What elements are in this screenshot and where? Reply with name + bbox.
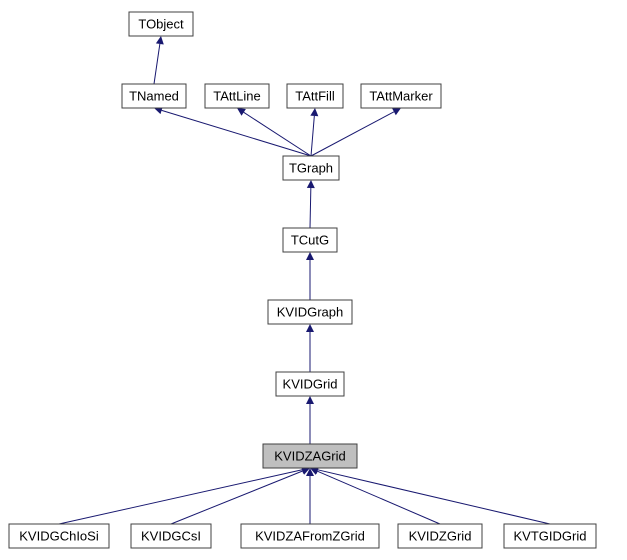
node-KVTGIDGrid[interactable]: KVTGIDGrid xyxy=(504,524,596,548)
node-label: TNamed xyxy=(129,88,179,103)
edge-line xyxy=(311,116,314,156)
node-KVIDGCsI[interactable]: KVIDGCsI xyxy=(131,524,211,548)
inheritance-diagram: TObject TNamed TAttLine TAttFill TAttMarker T… xyxy=(0,0,627,560)
node-label: KVIDZGrid xyxy=(409,528,472,543)
node-KVIDZGrid[interactable]: KVIDZGrid xyxy=(398,524,482,548)
edge-arrowhead xyxy=(306,396,314,404)
node-KVIDGrid[interactable]: KVIDGrid xyxy=(276,372,344,396)
edge-arrowhead xyxy=(307,180,315,188)
node-label: KVIDGChIoSi xyxy=(19,528,99,543)
node-label: TAttLine xyxy=(213,88,260,103)
edge-arrowhead xyxy=(237,108,246,116)
node-label: TAttFill xyxy=(295,88,335,103)
edge-line xyxy=(171,471,303,524)
node-label: KVTGIDGrid xyxy=(514,528,587,543)
node-label: KVIDGrid xyxy=(283,376,338,391)
edge-line xyxy=(154,44,160,84)
node-TAttMarker[interactable]: TAttMarker xyxy=(361,84,441,108)
node-TObject[interactable]: TObject xyxy=(129,12,193,36)
edge-line xyxy=(59,470,302,524)
node-KVIDGChIoSi[interactable]: KVIDGChIoSi xyxy=(9,524,109,548)
nodes-group: TObject TNamed TAttLine TAttFill TAttMarker T… xyxy=(9,12,596,548)
edge-line xyxy=(244,112,311,156)
node-TAttFill[interactable]: TAttFill xyxy=(287,84,343,108)
node-KVIDGraph[interactable]: KVIDGraph xyxy=(268,300,352,324)
edge-line xyxy=(310,188,311,228)
node-label: KVIDZAGrid xyxy=(274,448,346,463)
node-label: TObject xyxy=(138,16,184,31)
node-KVIDZAGrid[interactable]: KVIDZAGrid xyxy=(263,444,357,468)
edge-arrowhead xyxy=(306,324,314,332)
node-label: KVIDGraph xyxy=(277,304,343,319)
edge-line xyxy=(162,110,311,156)
edge-line xyxy=(317,471,440,524)
edge-arrowhead xyxy=(156,36,164,44)
node-label: TCutG xyxy=(291,232,329,247)
node-label: TAttMarker xyxy=(369,88,433,103)
node-label: KVIDZAFromZGrid xyxy=(255,528,365,543)
node-TAttLine[interactable]: TAttLine xyxy=(205,84,269,108)
edge-arrowhead xyxy=(310,108,318,116)
node-TGraph[interactable]: TGraph xyxy=(283,156,339,180)
node-TCutG[interactable]: TCutG xyxy=(283,228,337,252)
node-label: TGraph xyxy=(289,160,333,175)
edge-line xyxy=(311,112,394,156)
node-label: KVIDGCsI xyxy=(141,528,201,543)
node-KVIDZAFromZGrid[interactable]: KVIDZAFromZGrid xyxy=(241,524,379,548)
node-TNamed[interactable]: TNamed xyxy=(122,84,186,108)
edge-arrowhead xyxy=(306,252,314,260)
edge-line xyxy=(318,470,550,524)
